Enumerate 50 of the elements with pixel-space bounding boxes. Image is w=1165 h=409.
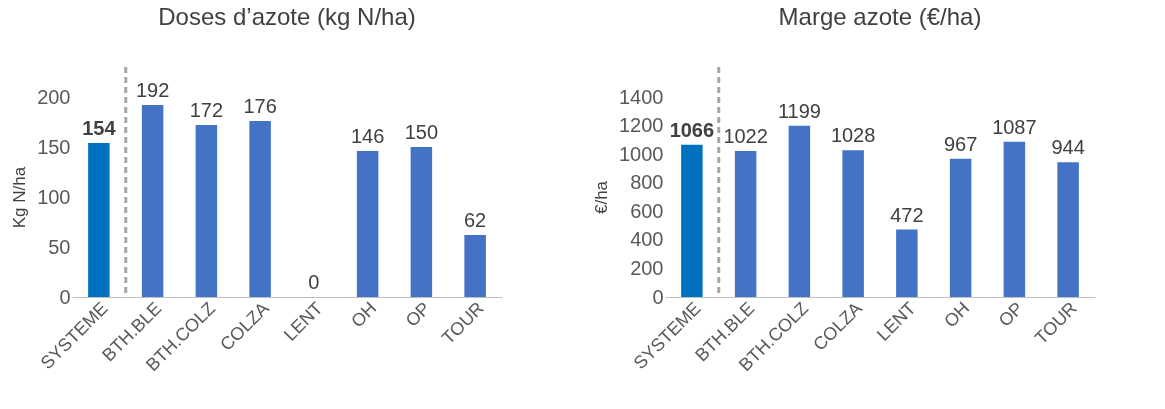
bar	[249, 121, 271, 297]
x-tick-label: OP	[994, 298, 1028, 331]
data-label: 967	[943, 132, 978, 155]
data-label: 176	[243, 95, 277, 117]
y-axis-title: Kg N/ha	[10, 166, 30, 229]
bar	[464, 235, 486, 297]
y-tick-label: 1000	[619, 142, 664, 165]
data-label: 150	[404, 121, 439, 143]
data-label: 154	[82, 117, 117, 139]
y-tick-label: 150	[37, 135, 71, 158]
data-label: 0	[308, 271, 320, 293]
data-label: 192	[135, 79, 170, 101]
bar	[681, 144, 703, 297]
y-axis-title: €/ha	[592, 180, 612, 215]
bar	[1003, 141, 1026, 297]
data-label: 1066	[669, 118, 715, 141]
y-tick-label: 200	[37, 85, 71, 108]
bar	[788, 125, 811, 297]
y-tick-label: 400	[630, 228, 664, 251]
x-tick-label: OH	[347, 298, 381, 332]
y-tick-label: 1400	[619, 85, 664, 108]
bar	[842, 150, 864, 297]
data-label: 1028	[830, 124, 876, 147]
y-tick-label: 100	[37, 185, 71, 208]
y-tick-label: 200	[630, 256, 664, 279]
bar	[734, 151, 757, 297]
chart-title: Marge azote (€/ha)	[778, 2, 982, 30]
data-label: 146	[350, 125, 385, 147]
bar	[88, 143, 110, 297]
y-tick-label: 50	[48, 235, 71, 258]
data-label: 1087	[992, 115, 1037, 138]
y-tick-label: 800	[630, 171, 664, 194]
y-tick-label: 1200	[619, 114, 664, 137]
data-label: 1199	[777, 99, 821, 122]
data-label: 1022	[723, 125, 768, 147]
bar	[410, 147, 433, 297]
data-label: 472	[890, 203, 924, 226]
data-label: 172	[189, 99, 224, 121]
bar	[356, 151, 379, 297]
bar	[949, 158, 972, 297]
x-tick-label: OP	[401, 298, 435, 331]
data-label: 944	[1051, 136, 1085, 159]
bar	[1057, 162, 1079, 297]
bar	[141, 105, 164, 297]
y-tick-label: 600	[630, 199, 664, 222]
bar	[896, 229, 918, 297]
x-tick-label: OH	[940, 298, 974, 332]
data-label: 62	[464, 209, 487, 231]
bar	[195, 125, 218, 297]
chart-title: Doses d’azote (kg N/ha)	[158, 2, 416, 30]
